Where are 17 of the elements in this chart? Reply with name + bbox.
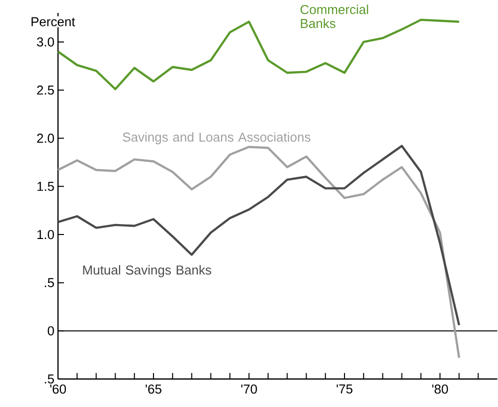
y-tick-label: 1.5 — [37, 182, 54, 191]
series-label: Mutual Savings Banks — [83, 265, 212, 278]
series-label: Savings and Loans Associations — [122, 132, 310, 144]
y-tick-label: 2.0 — [37, 134, 54, 143]
x-tick-label: '80 — [432, 384, 448, 394]
x-tick-label: '70 — [241, 384, 257, 394]
y-tick-label: 1.0 — [37, 230, 54, 240]
y-tick-label: 3.0 — [36, 37, 54, 47]
series-label: Commercial Banks — [300, 4, 368, 28]
x-tick-label: '75 — [336, 384, 352, 394]
y-tick-label: .5 — [44, 278, 54, 288]
x-tick-label: '65 — [146, 384, 162, 394]
y-axis-title: Percent — [32, 17, 76, 26]
y-tick-label: 2.5 — [37, 86, 54, 95]
y-tick-label: .5 — [44, 374, 54, 384]
y-tick-label: 0 — [48, 326, 54, 336]
x-tick-label: '60 — [50, 384, 66, 394]
